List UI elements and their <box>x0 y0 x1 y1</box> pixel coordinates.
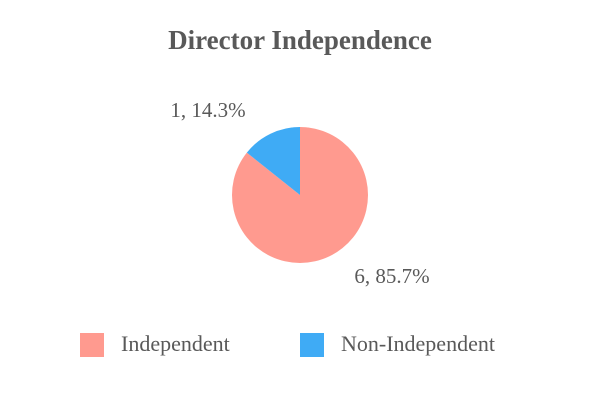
legend-swatch <box>80 333 104 357</box>
pie-slice <box>246 127 300 195</box>
chart-title: Director Independence <box>168 25 432 55</box>
legend-label: Non-Independent <box>341 331 495 356</box>
legend-swatch <box>300 333 324 357</box>
data-label: 1, 14.3% <box>170 98 245 122</box>
data-label: 6, 85.7% <box>354 264 429 288</box>
legend-label: Independent <box>121 331 230 356</box>
